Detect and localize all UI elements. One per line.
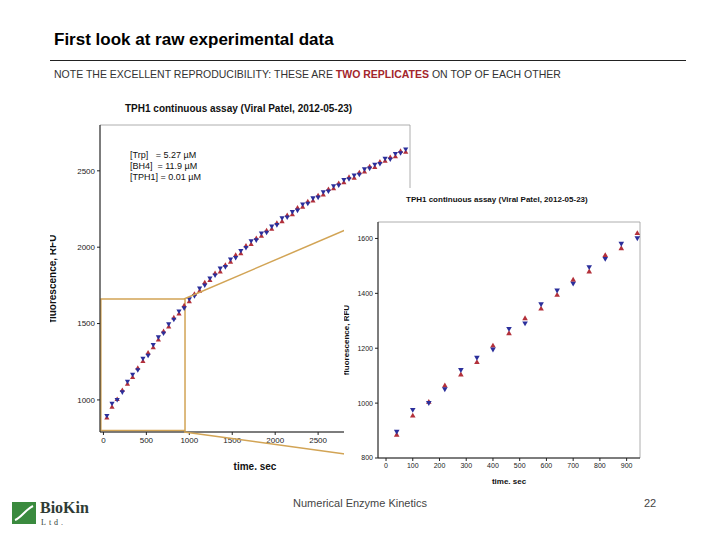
html-text:BioKin: BioKin — [40, 499, 89, 516]
svg-text:1000: 1000 — [77, 396, 95, 405]
html-text:Numerical Enzyme Kinetics: Numerical Enzyme Kinetics — [293, 497, 427, 509]
html-text:[TPH1] = 0.01 µM: [TPH1] = 0.01 µM — [130, 172, 201, 182]
svg-text:1400: 1400 — [357, 290, 373, 297]
html-text:NOTE THE EXCELLENT REPRODUCIBI: NOTE THE EXCELLENT REPRODUCIBILITY: THES… — [54, 68, 561, 80]
svg-text:1000: 1000 — [180, 436, 198, 445]
svg-text:400: 400 — [487, 462, 499, 469]
svg-text:1500: 1500 — [77, 319, 95, 328]
svg-text:time, sec: time, sec — [492, 477, 527, 484]
svg-text:500: 500 — [140, 436, 154, 445]
html-text:TPH1 continuous assay (Viral P: TPH1 continuous assay (Viral Patel, 2012… — [125, 103, 353, 114]
svg-text:600: 600 — [541, 462, 553, 469]
svg-text:2500: 2500 — [77, 167, 95, 176]
svg-text:800: 800 — [361, 454, 373, 461]
svg-text:2500: 2500 — [309, 436, 327, 445]
html-text:Ltd.: Ltd. — [41, 518, 67, 527]
svg-text:800: 800 — [594, 462, 606, 469]
html-text:First look at raw experimental: First look at raw experimental data — [54, 30, 334, 49]
svg-text:700: 700 — [567, 462, 579, 469]
svg-text:0: 0 — [101, 436, 106, 445]
html-text:TPH1 continuous assay (Viral P: TPH1 continuous assay (Viral Patel, 2012… — [406, 195, 588, 204]
svg-text:0: 0 — [384, 462, 388, 469]
svg-text:500: 500 — [514, 462, 526, 469]
html-text:22: 22 — [644, 497, 657, 509]
svg-text:1600: 1600 — [357, 235, 373, 242]
svg-text:900: 900 — [621, 462, 633, 469]
svg-text:300: 300 — [460, 462, 472, 469]
svg-text:1200: 1200 — [357, 345, 373, 352]
svg-text:2000: 2000 — [266, 435, 285, 445]
svg-text:fluorescence, RFU: fluorescence, RFU — [344, 305, 351, 375]
svg-text:2000: 2000 — [77, 243, 95, 252]
svg-text:200: 200 — [434, 462, 446, 469]
html-text:[Trp] = 5.27 µM: [Trp] = 5.27 µM — [130, 150, 197, 160]
svg-text:1000: 1000 — [357, 400, 373, 407]
svg-text:time, sec: time, sec — [234, 461, 277, 470]
html-text:[BH4] = 11.9 µM: [BH4] = 11.9 µM — [130, 161, 198, 171]
svg-text:1500: 1500 — [223, 435, 242, 445]
svg-text:100: 100 — [407, 462, 419, 469]
svg-text:fluorescence, RFU: fluorescence, RFU — [50, 235, 58, 323]
